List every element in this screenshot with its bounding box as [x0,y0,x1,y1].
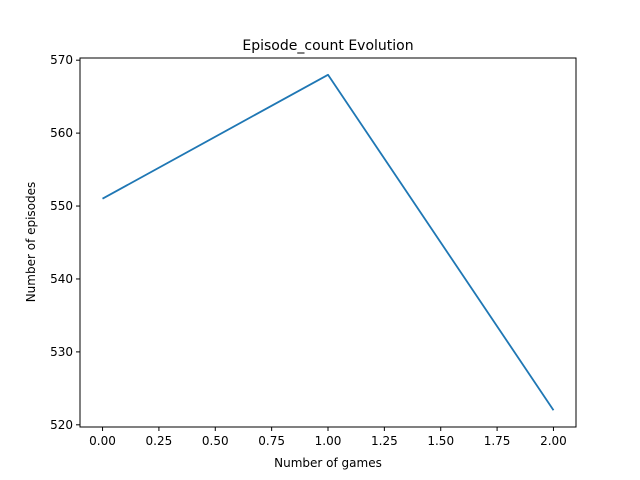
x-tick-label: 0.75 [258,434,285,448]
x-tick-label: 0.25 [146,434,173,448]
x-tick-label: 1.75 [484,434,511,448]
y-tick-label: 520 [50,418,73,432]
x-tick-label: 1.50 [427,434,454,448]
x-tick-label: 0.00 [89,434,116,448]
series-layer [102,73,555,411]
x-tick-label: 0.50 [202,434,229,448]
x-axis-label: Number of games [274,456,382,470]
plot-area: 0.00 0.25 0.50 0.75 1.00 1.25 1.50 1.75 2.00 520… [50,53,577,448]
x-tick-label: 1.25 [371,434,398,448]
x-axis: 0.00 0.25 0.50 0.75 1.00 1.25 1.50 1.75 2.00 [89,427,567,448]
y-axis: 520 530 540 550 560 570 [50,53,80,432]
x-tick-label: 1.00 [315,434,342,448]
y-tick-label: 570 [50,53,73,67]
y-axis-label: Number of episodes [24,182,38,303]
series-line [102,73,555,411]
y-tick-label: 550 [50,199,73,213]
y-tick-label: 530 [50,345,73,359]
y-tick-label: 540 [50,272,73,286]
chart-title: Episode_count Evolution [242,38,413,54]
x-tick-label: 2.00 [540,434,567,448]
y-tick-label: 560 [50,126,73,140]
